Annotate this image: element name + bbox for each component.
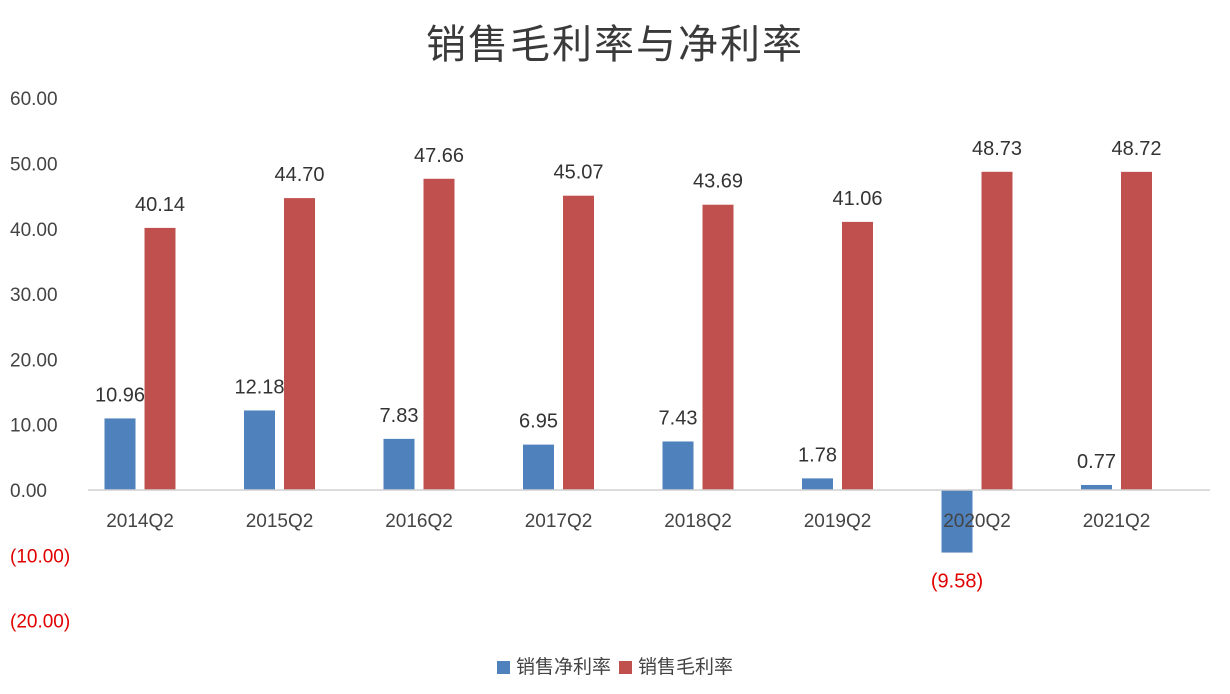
bar-gross-2018Q2 <box>702 204 734 491</box>
bar-gross-2016Q2 <box>423 178 455 490</box>
data-label: 48.73 <box>972 138 1022 160</box>
legend-item: 销售毛利率 <box>619 652 733 679</box>
bars <box>104 171 1152 553</box>
x-tick-label: 2016Q2 <box>385 511 453 532</box>
x-axis: 2014Q2 2015Q2 2016Q2 2017Q2 2018Q2 2019Q2 2020… <box>106 511 1150 532</box>
bar-net-2021Q2 <box>1081 484 1112 490</box>
y-tick-label: (10.00) <box>10 546 70 567</box>
data-label: 12.18 <box>234 376 284 398</box>
bar-net-2014Q2 <box>104 418 136 490</box>
legend: 销售净利率 销售毛利率 <box>0 652 1230 679</box>
bar-net-2017Q2 <box>523 444 554 490</box>
data-label: 41.06 <box>832 188 882 210</box>
x-tick-label: 2018Q2 <box>664 511 732 532</box>
y-tick-label: 40.00 <box>10 220 58 241</box>
bar-net-2020Q2 <box>941 490 973 553</box>
bar-net-2018Q2 <box>662 441 694 490</box>
data-label: 7.83 <box>380 405 419 427</box>
data-label: 48.72 <box>1111 138 1161 160</box>
y-tick-label: 30.00 <box>10 285 58 306</box>
bar-net-2019Q2 <box>802 478 833 490</box>
data-label: 44.70 <box>274 164 324 186</box>
y-tick-label: 60.00 <box>10 89 58 110</box>
chart-title: 销售毛利率与净利率 <box>426 22 804 68</box>
x-tick-label: 2021Q2 <box>1083 511 1151 532</box>
data-label: 0.77 <box>1077 451 1116 473</box>
data-label: 45.07 <box>553 162 603 184</box>
data-labels: 10.96 40.14 12.18 44.70 7.83 47.66 6.95 45.07 7.… <box>95 138 1162 593</box>
data-label: 47.66 <box>414 145 464 167</box>
data-label: 6.95 <box>519 411 558 433</box>
bar-gross-2021Q2 <box>1121 171 1152 490</box>
legend-swatch <box>496 661 510 674</box>
x-tick-label: 2017Q2 <box>525 511 593 532</box>
data-label: 1.78 <box>798 444 837 466</box>
data-label: 40.14 <box>135 194 185 216</box>
bar-net-2015Q2 <box>244 410 275 490</box>
bar-gross-2020Q2 <box>981 171 1013 491</box>
y-tick-label: 0.00 <box>10 481 47 502</box>
data-label: (9.58) <box>931 571 983 593</box>
y-tick-label: 10.00 <box>10 416 58 437</box>
bar-gross-2015Q2 <box>284 198 315 490</box>
legend-swatch <box>619 661 632 674</box>
data-label: 7.43 <box>659 407 698 429</box>
bar-gross-2014Q2 <box>144 227 176 490</box>
data-label: 10.96 <box>95 384 145 406</box>
legend-item: 销售净利率 <box>496 652 611 679</box>
bar-gross-2017Q2 <box>563 195 594 490</box>
y-axis: 60.00 50.00 40.00 30.00 20.00 10.00 0.00 (10.00… <box>10 89 70 632</box>
x-tick-label: 2020Q2 <box>943 511 1011 532</box>
y-tick-label: (20.00) <box>10 612 70 633</box>
x-tick-label: 2015Q2 <box>246 511 314 532</box>
x-tick-label: 2014Q2 <box>106 511 174 532</box>
legend-label: 销售毛利率 <box>638 656 734 678</box>
bar-net-2016Q2 <box>383 438 415 490</box>
bar-gross-2019Q2 <box>842 221 873 490</box>
y-tick-label: 20.00 <box>10 350 58 371</box>
legend-label: 销售净利率 <box>515 656 611 678</box>
data-label: 43.69 <box>693 171 743 193</box>
y-tick-label: 50.00 <box>10 155 58 176</box>
x-tick-label: 2019Q2 <box>804 511 872 532</box>
